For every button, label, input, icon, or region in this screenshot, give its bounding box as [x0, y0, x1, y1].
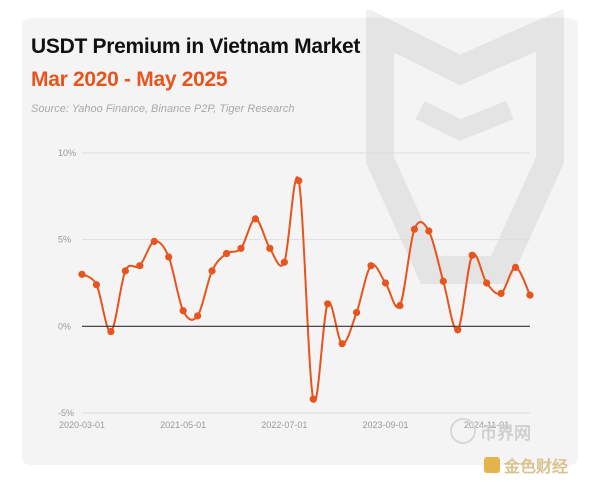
data-point — [92, 281, 101, 289]
y-tick-label: -5% — [58, 408, 74, 418]
x-tick-label: 2022-07-01 — [261, 420, 307, 430]
data-point — [381, 279, 390, 287]
data-point — [410, 225, 418, 233]
chart-title: USDT Premium in Vietnam Market — [31, 35, 361, 58]
y-tick-label: 10% — [58, 148, 76, 158]
x-tick-label: 2023-09-01 — [362, 420, 408, 430]
chart-source: Source: Yahoo Finance, Binance P2P, Tige… — [31, 103, 295, 115]
data-point — [237, 244, 245, 252]
data-point — [352, 308, 361, 317]
data-point — [179, 307, 187, 315]
data-point — [454, 326, 462, 334]
data-point — [511, 263, 520, 271]
data-point — [497, 289, 505, 297]
data-point — [266, 244, 274, 252]
series-line — [81, 176, 531, 403]
data-point — [526, 291, 534, 299]
data-point — [251, 215, 260, 223]
data-point — [367, 262, 375, 270]
data-point — [208, 267, 216, 275]
chart-card — [22, 18, 578, 465]
data-point — [78, 270, 86, 278]
data-point — [468, 251, 476, 259]
data-point — [194, 312, 202, 320]
data-point — [222, 249, 231, 258]
data-point — [309, 395, 317, 403]
data-point — [121, 267, 129, 275]
x-tick-label: 2020-03-01 — [59, 420, 105, 430]
y-tick-label: 5% — [58, 235, 71, 245]
data-point — [425, 227, 433, 235]
coin-icon — [450, 418, 476, 444]
data-point — [280, 258, 288, 266]
data-point — [396, 301, 404, 310]
watermark-text-1: 币界网 — [480, 423, 531, 443]
data-point — [338, 340, 346, 348]
x-tick-label: 2021-05-01 — [160, 420, 206, 430]
data-point — [150, 237, 158, 245]
tiger-watermark-icon — [366, 10, 564, 284]
data-point — [136, 262, 144, 270]
chart-subtitle: Mar 2020 - May 2025 — [31, 68, 228, 91]
watermark-badge-2: 金色财经 — [484, 453, 568, 477]
y-tick-label: 0% — [58, 321, 71, 331]
x-tick-label: 2024-11-01 — [464, 420, 509, 430]
watermark-text-2: 金色财经 — [504, 459, 569, 476]
data-point — [295, 177, 303, 185]
cube-icon — [484, 457, 500, 473]
data-point — [165, 253, 173, 261]
watermark-badge: 币界网 — [450, 418, 531, 444]
data-point — [439, 277, 447, 285]
data-point — [324, 300, 332, 308]
data-point — [107, 327, 115, 336]
data-point — [483, 279, 491, 287]
